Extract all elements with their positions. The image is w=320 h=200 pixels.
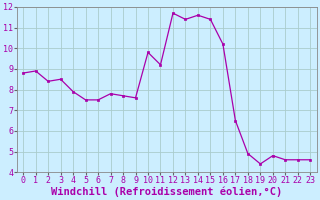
X-axis label: Windchill (Refroidissement éolien,°C): Windchill (Refroidissement éolien,°C) <box>51 186 282 197</box>
